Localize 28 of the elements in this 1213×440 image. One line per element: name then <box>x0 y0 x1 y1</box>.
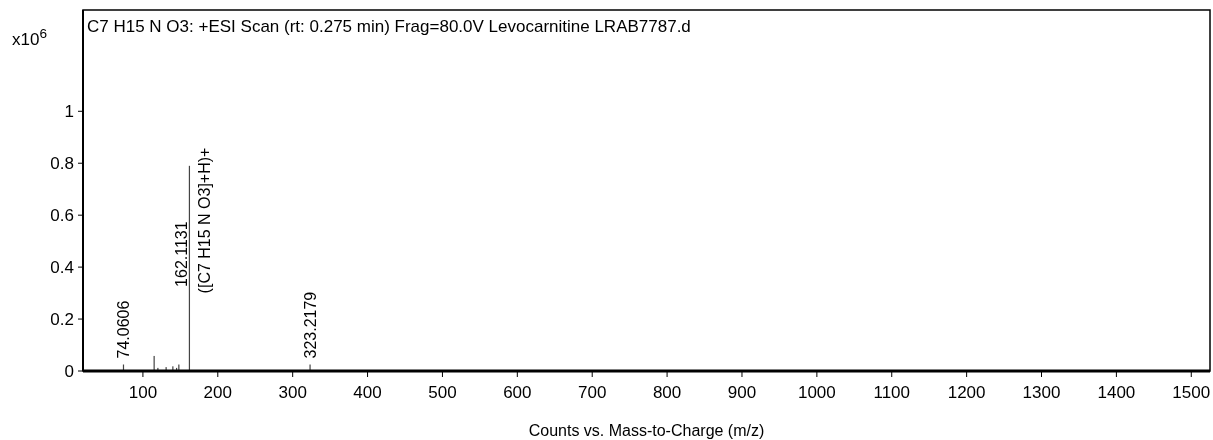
x-axis-title: Counts vs. Mass-to-Charge (m/z) <box>528 422 765 439</box>
x-tick-label: 700 <box>578 383 607 402</box>
x-tick-label: 600 <box>503 383 532 402</box>
x-tick-label: 1100 <box>873 383 911 402</box>
annotation: ([C7 H15 N O3]+H)+ <box>196 147 214 294</box>
x-tick-label: 200 <box>203 383 232 402</box>
y-axis-title: x10$^{6}$ <box>12 25 47 49</box>
annotation: 162.1131 <box>173 221 191 287</box>
annotation: 74.0606 <box>115 300 133 359</box>
x-tick-label: 500 <box>428 383 457 402</box>
y-tick-label: 0.6 <box>50 206 74 226</box>
y-tick-label: 0.4 <box>50 258 74 278</box>
y-tick-label: 0.2 <box>50 310 74 330</box>
x-tick-label: 900 <box>727 383 757 402</box>
x-tick-label: 400 <box>353 383 382 402</box>
x-tick-label: 300 <box>278 383 307 402</box>
x-tick-label: 1200 <box>947 383 986 402</box>
x-tick-label: 1400 <box>1097 383 1136 402</box>
x-tick-label: 1300 <box>1022 383 1061 402</box>
x-tick-label: 100 <box>128 383 158 402</box>
annotation: 323.2179 <box>302 291 320 359</box>
y-tick-label: 0.8 <box>50 154 74 174</box>
chart-title: C7 H15 N O3: +ESI Scan (rt: 0.275 min) Frag=80.0V Levocarnitine LRAB7787.d <box>87 17 691 36</box>
y-tick-label: 1 <box>64 102 74 122</box>
x-tick-label: 1000 <box>797 383 836 402</box>
y-tick-label: 0 <box>64 361 74 381</box>
x-tick-label: 800 <box>652 383 682 402</box>
x-tick-label: 1500 <box>1172 383 1211 402</box>
